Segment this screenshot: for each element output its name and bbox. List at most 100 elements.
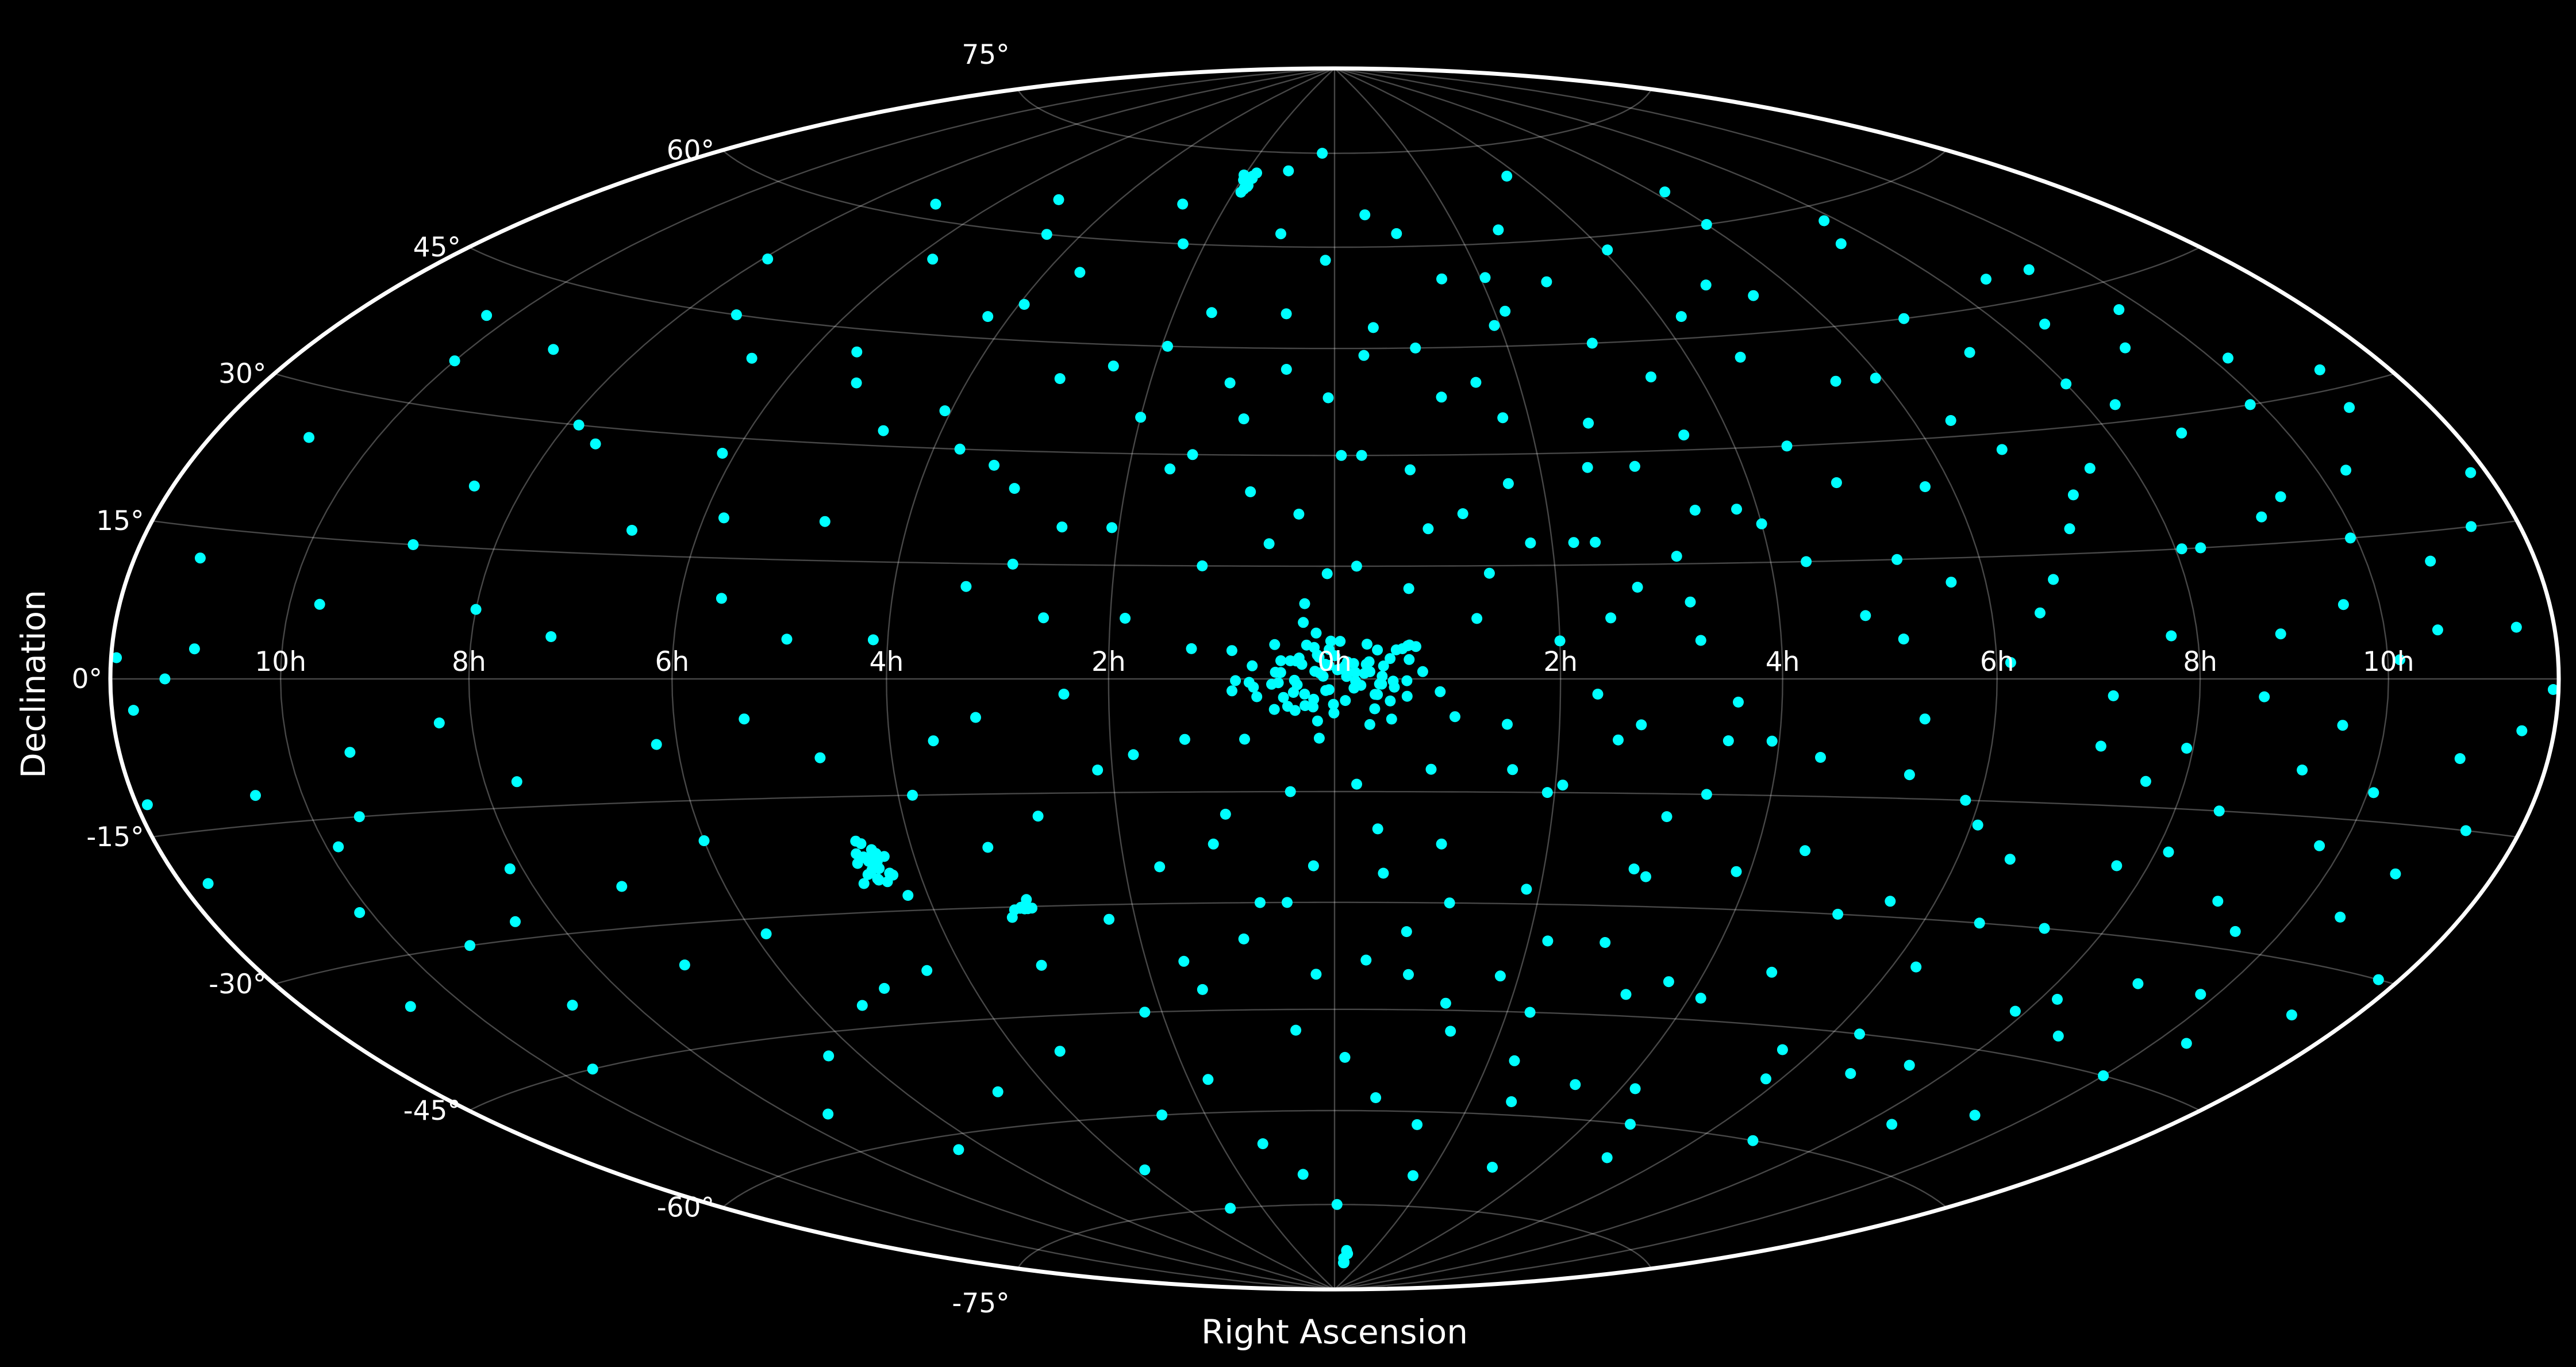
- data-point: [1378, 867, 1389, 879]
- data-point: [1312, 649, 1323, 661]
- ra-tick-label: 6h: [1980, 646, 2014, 678]
- data-point: [1425, 763, 1437, 775]
- data-point: [2213, 805, 2225, 817]
- data-point: [1278, 692, 1289, 703]
- data-point: [851, 848, 862, 859]
- dec-tick-label: 15°: [96, 505, 144, 537]
- data-point: [433, 717, 445, 729]
- data-point: [679, 959, 690, 971]
- data-point: [1391, 228, 1402, 239]
- data-point: [1835, 238, 1847, 249]
- data-point: [1506, 1096, 1517, 1107]
- data-point: [1341, 656, 1353, 667]
- data-point: [930, 198, 941, 210]
- data-point: [1370, 1092, 1382, 1103]
- data-point: [982, 311, 994, 322]
- data-point: [128, 705, 139, 716]
- data-point: [866, 844, 877, 855]
- data-point: [1054, 373, 1066, 385]
- data-point: [1557, 780, 1568, 791]
- data-point: [2163, 846, 2174, 858]
- data-point: [1351, 560, 1362, 572]
- data-point: [1323, 660, 1335, 671]
- ra-tick-label: 6h: [655, 646, 689, 678]
- data-point: [939, 405, 951, 417]
- data-point: [2340, 464, 2352, 476]
- data-point: [1339, 1051, 1351, 1063]
- data-point: [189, 643, 200, 655]
- data-point: [1337, 1257, 1349, 1269]
- data-point: [1372, 823, 1383, 835]
- data-point: [1602, 244, 1613, 256]
- data-point: [1275, 655, 1286, 666]
- grid-meridian: [468, 67, 1335, 1291]
- data-point: [1369, 703, 1381, 715]
- data-point: [1636, 719, 1647, 731]
- data-point: [1290, 1024, 1302, 1036]
- data-point: [2223, 352, 2233, 364]
- data-point: [867, 634, 879, 646]
- data-point: [1285, 786, 1296, 797]
- data-point: [1800, 845, 1811, 857]
- data-point: [1760, 1073, 1771, 1085]
- data-point: [907, 789, 918, 801]
- data-point: [2465, 467, 2477, 478]
- data-point: [590, 438, 601, 450]
- data-point: [1403, 969, 1414, 980]
- data-point: [1243, 677, 1255, 688]
- data-point: [1032, 811, 1044, 822]
- data-point: [1777, 1044, 1788, 1055]
- data-point: [1038, 612, 1049, 624]
- data-point: [760, 928, 772, 939]
- dec-tick-labels: -75° -60° -45° -30° -15° 0° 15° 30° 45° 60° 75°: [72, 39, 1010, 1319]
- data-point: [1238, 933, 1249, 944]
- data-point: [1177, 198, 1189, 210]
- data-point: [1524, 1007, 1536, 1018]
- data-point: [1299, 598, 1310, 609]
- data-point: [1009, 483, 1020, 494]
- data-point: [1502, 719, 1513, 730]
- ra-tick-label: 4h: [870, 646, 904, 678]
- data-point: [2368, 787, 2379, 798]
- data-point: [2373, 974, 2384, 985]
- data-point: [1521, 884, 1532, 895]
- data-point: [1251, 691, 1263, 702]
- data-point: [2035, 607, 2046, 619]
- grid-parallel: [152, 790, 2517, 838]
- data-point: [1225, 1203, 1236, 1214]
- data-point: [2109, 399, 2121, 410]
- data-point: [1830, 375, 1841, 387]
- data-point: [1541, 276, 1552, 287]
- data-point: [1322, 392, 1334, 404]
- data-point: [1206, 307, 1217, 318]
- data-point: [1317, 148, 1328, 159]
- data-point: [511, 776, 522, 788]
- data-point: [1376, 678, 1387, 690]
- data-point: [1359, 209, 1371, 221]
- data-point: [1695, 635, 1706, 646]
- data-point: [2132, 978, 2144, 989]
- data-point: [1308, 701, 1319, 713]
- data-point: [2039, 318, 2051, 330]
- data-point: [1661, 811, 1673, 823]
- data-point: [1254, 897, 1266, 908]
- data-point: [1444, 897, 1455, 909]
- data-point: [1238, 413, 1249, 425]
- data-point: [1370, 689, 1381, 700]
- data-point: [1502, 478, 1514, 489]
- data-point: [1471, 613, 1483, 624]
- data-point: [2052, 1030, 2064, 1042]
- data-point: [1139, 1164, 1151, 1176]
- data-point: [879, 982, 890, 994]
- data-point: [1054, 1046, 1066, 1057]
- data-point: [1748, 290, 1759, 301]
- grid-parallel: [1017, 89, 1652, 154]
- data-point: [851, 346, 863, 358]
- projection-boundary: [108, 66, 2561, 1292]
- data-point: [1886, 1119, 1898, 1130]
- data-point: [953, 1144, 964, 1155]
- data-point: [1946, 577, 1957, 588]
- data-point: [1701, 219, 1712, 230]
